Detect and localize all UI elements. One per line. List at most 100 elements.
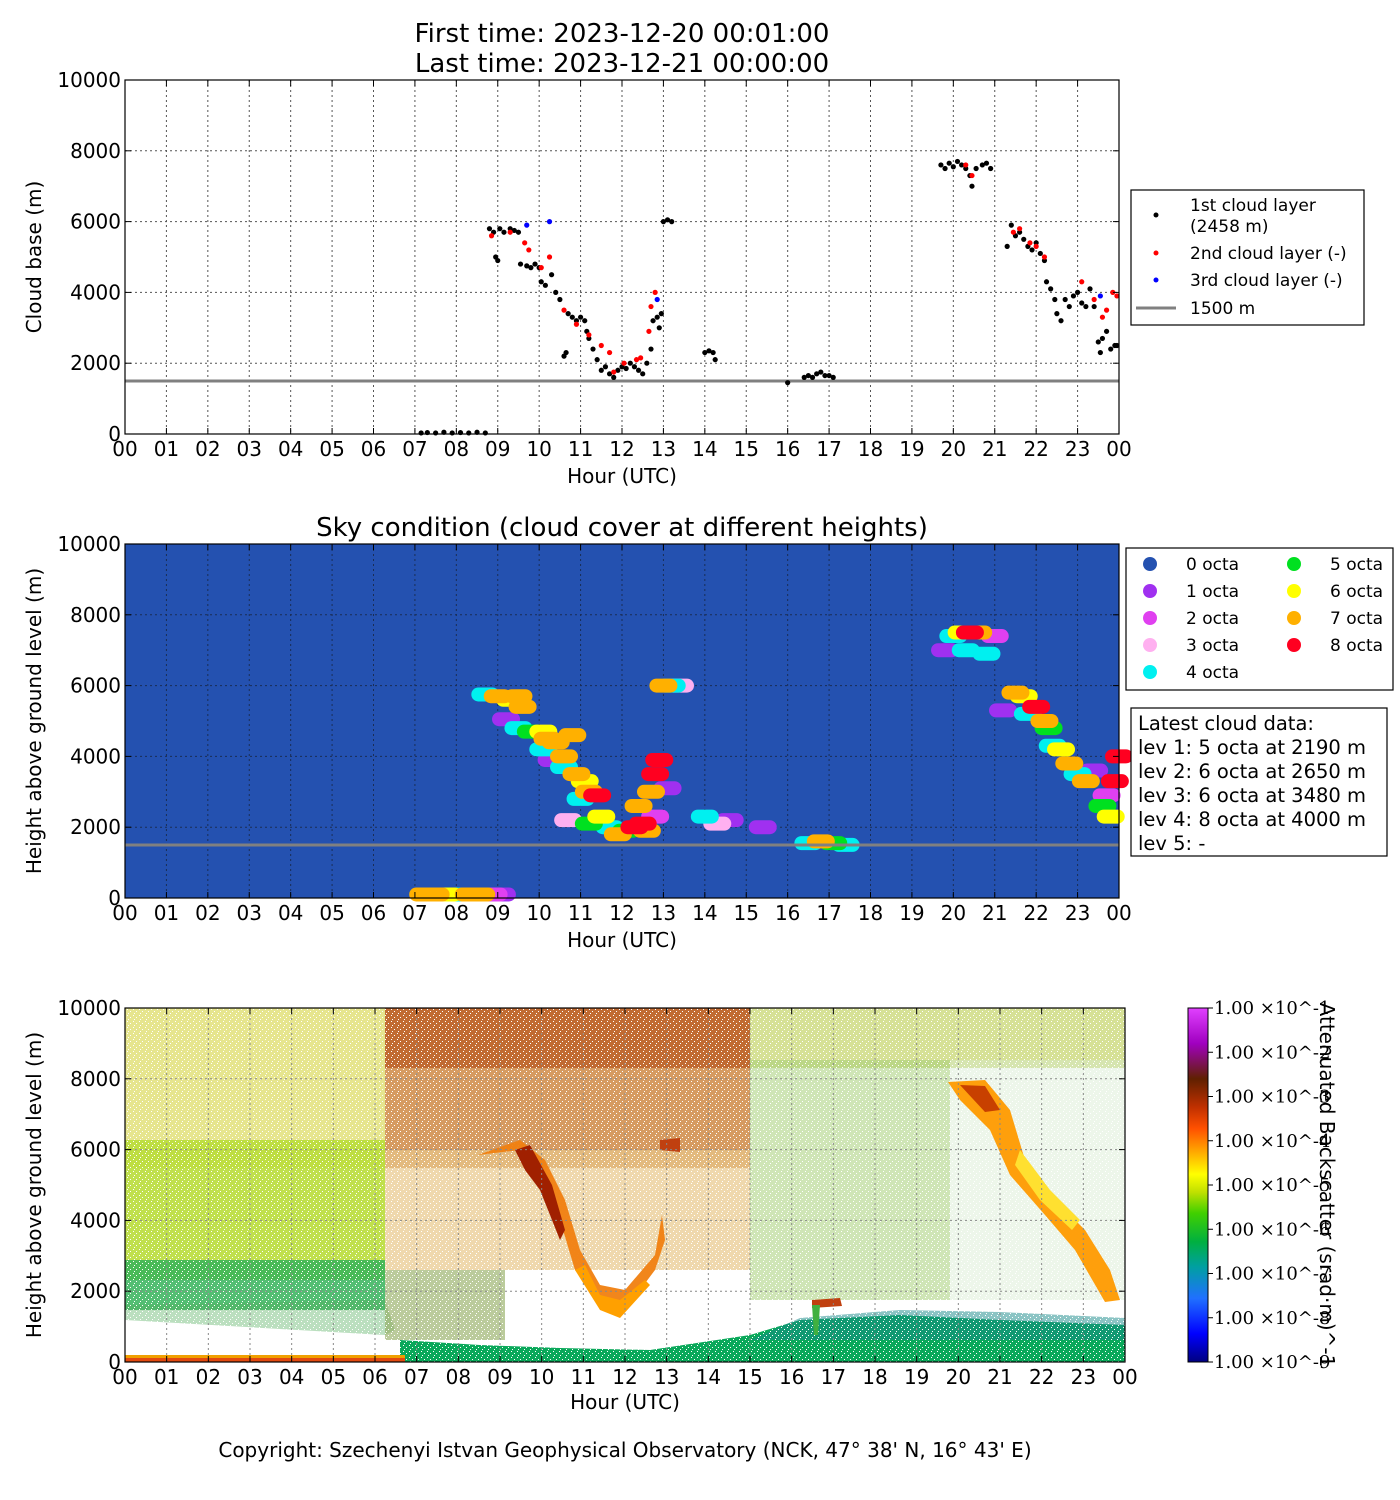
x-tick-label: 13 [651, 437, 676, 461]
x-tick-label: 00 [112, 1365, 137, 1389]
legend-label-1500: 1500 m [1190, 299, 1255, 319]
last-time-title: Last time: 2023-12-21 00:00:00 [415, 49, 829, 79]
x-tick-label: 09 [487, 1365, 512, 1389]
x-tick-label: 11 [568, 437, 593, 461]
cloud-base-point [563, 349, 569, 356]
cloud-base-point [1052, 296, 1058, 303]
x-tick-label: 05 [321, 1365, 346, 1389]
cloud-base-point [660, 219, 667, 225]
cloud-base-point [938, 162, 944, 168]
latest-cloud-lev5: lev 5: - [1138, 832, 1205, 855]
x-tick-label: 15 [737, 1365, 762, 1389]
octa-legend-marker [1287, 557, 1301, 571]
cloud-base-point [501, 229, 507, 235]
sky-condition-grid [125, 544, 1119, 898]
colorbar-tick-label: 1.00 ×10^-6 [1214, 1219, 1330, 1240]
x-tick-label: 15 [734, 901, 759, 925]
cloud-base-point [1066, 303, 1072, 310]
x-tick-label: 05 [319, 901, 344, 925]
x-tick-label: 23 [1065, 437, 1090, 461]
cloud-base-point [826, 372, 832, 379]
sky-cover-mark [628, 816, 657, 831]
cloud-base-point [418, 430, 424, 436]
cloud-base-point [1087, 286, 1093, 292]
cloud-base-point [542, 282, 548, 288]
octa-legend-box [1125, 547, 1394, 691]
x-tick-label: 20 [941, 901, 966, 925]
cloud-base-point [830, 374, 836, 380]
x-tick-label: 12 [609, 437, 634, 461]
cloud-base-point [569, 314, 575, 320]
cloud-base-point [515, 229, 522, 235]
cloud-base-point [706, 348, 712, 354]
cloud-base-point [1021, 236, 1027, 242]
cloud-base-point [973, 165, 979, 172]
cloud-base-point [1091, 296, 1097, 303]
x-tick-label: 06 [362, 1365, 387, 1389]
x-tick-label: 19 [904, 1365, 929, 1389]
x-tick-label: 00 [1106, 437, 1131, 461]
cloud-base-legend: 1st cloud layer (2458 m) 2nd cloud layer… [1130, 189, 1365, 326]
cloud-base-point [1041, 254, 1048, 260]
latest-cloud-lev2: lev 2: 6 octa at 2650 m [1138, 760, 1366, 783]
octa-legend-label: 7 octa [1330, 609, 1383, 629]
cloud-base-point [466, 430, 472, 436]
cloud-base-point [1043, 279, 1050, 285]
cloud-base-point [652, 289, 658, 295]
colorbar [1187, 1007, 1209, 1363]
legend-label-2nd: 2nd cloud layer (-) [1190, 244, 1347, 264]
cloud-base-y-ticks: 0 2000 4000 6000 8000 10000 [57, 68, 1119, 446]
cloud-base-point [814, 371, 820, 377]
x-tick-label: 10 [526, 901, 551, 925]
octa-legend-label: 5 octa [1330, 555, 1383, 575]
sky-condition-y-ticks: 0 2000 4000 6000 8000 10000 [57, 532, 1119, 910]
cloud-base-point [1083, 303, 1089, 310]
y-tick-label: 8000 [70, 139, 121, 163]
cloud-base-point [646, 328, 652, 334]
cloud-base-point [532, 261, 538, 267]
colorbar-tick-label: 1.00 ×10^-9 [1214, 1352, 1330, 1373]
octa-legend-marker [1143, 611, 1157, 625]
colorbar-tick-label: 1.00 ×10^-5 [1214, 1175, 1330, 1196]
cloud-base-point [712, 357, 718, 363]
sky-cover-mark [1100, 774, 1129, 789]
sky-cover-mark [583, 788, 612, 803]
cloud-base-point [1079, 300, 1085, 306]
cloud-base-point [621, 360, 627, 366]
y-tick-label: 0 [108, 1350, 121, 1374]
cloud-base-point [946, 160, 952, 166]
x-tick-label: 00 [1106, 901, 1131, 925]
cloud-base-y-label: Cloud base (m) [22, 181, 46, 334]
sky-cover-mark [636, 784, 665, 799]
cloud-base-point [631, 364, 638, 370]
backscatter-x-ticks: 00 01 02 03 04 05 06 07 08 09 10 11 12 13 14 15 16 17 18 19… [112, 1008, 1138, 1389]
sky-cover-mark [931, 643, 960, 658]
cloud-base-point [1114, 293, 1120, 299]
cloud-base-point [433, 430, 439, 436]
x-tick-label: 22 [1023, 901, 1048, 925]
cloud-base-point [598, 367, 604, 373]
cloud-base-point [1037, 250, 1043, 257]
y-tick-label: 8000 [70, 1067, 121, 1091]
cloud-base-point [1062, 296, 1068, 303]
cloud-base-point [954, 158, 961, 165]
sky-cover-mark [467, 887, 496, 902]
octa-legend-label: 6 octa [1330, 582, 1383, 602]
octa-legend-marker [1143, 557, 1157, 571]
cloud-base-point [969, 183, 975, 189]
cloud-base-point [1008, 222, 1014, 228]
cloud-base-point [546, 254, 553, 260]
legend-label-3rd: 3rd cloud layer (-) [1190, 271, 1343, 291]
cloud-base-point [658, 311, 664, 317]
x-tick-label: 01 [154, 1365, 179, 1389]
cloud-base-point [640, 371, 646, 377]
octa-legend-label: 2 octa [1186, 609, 1239, 629]
cloud-base-point [561, 307, 567, 313]
cloud-base-point [1114, 342, 1120, 349]
cloud-base-point [1017, 226, 1023, 232]
x-tick-label: 13 [654, 1365, 679, 1389]
latest-cloud-data-box [1130, 707, 1388, 857]
cloud-base-point [959, 162, 965, 168]
cloud-base-point [627, 360, 633, 366]
colorbar-ticks: 1.00 ×10^-1 1.00 ×10^-2 1.00 ×10^-3 1.00 ×1… [1208, 998, 1330, 1373]
